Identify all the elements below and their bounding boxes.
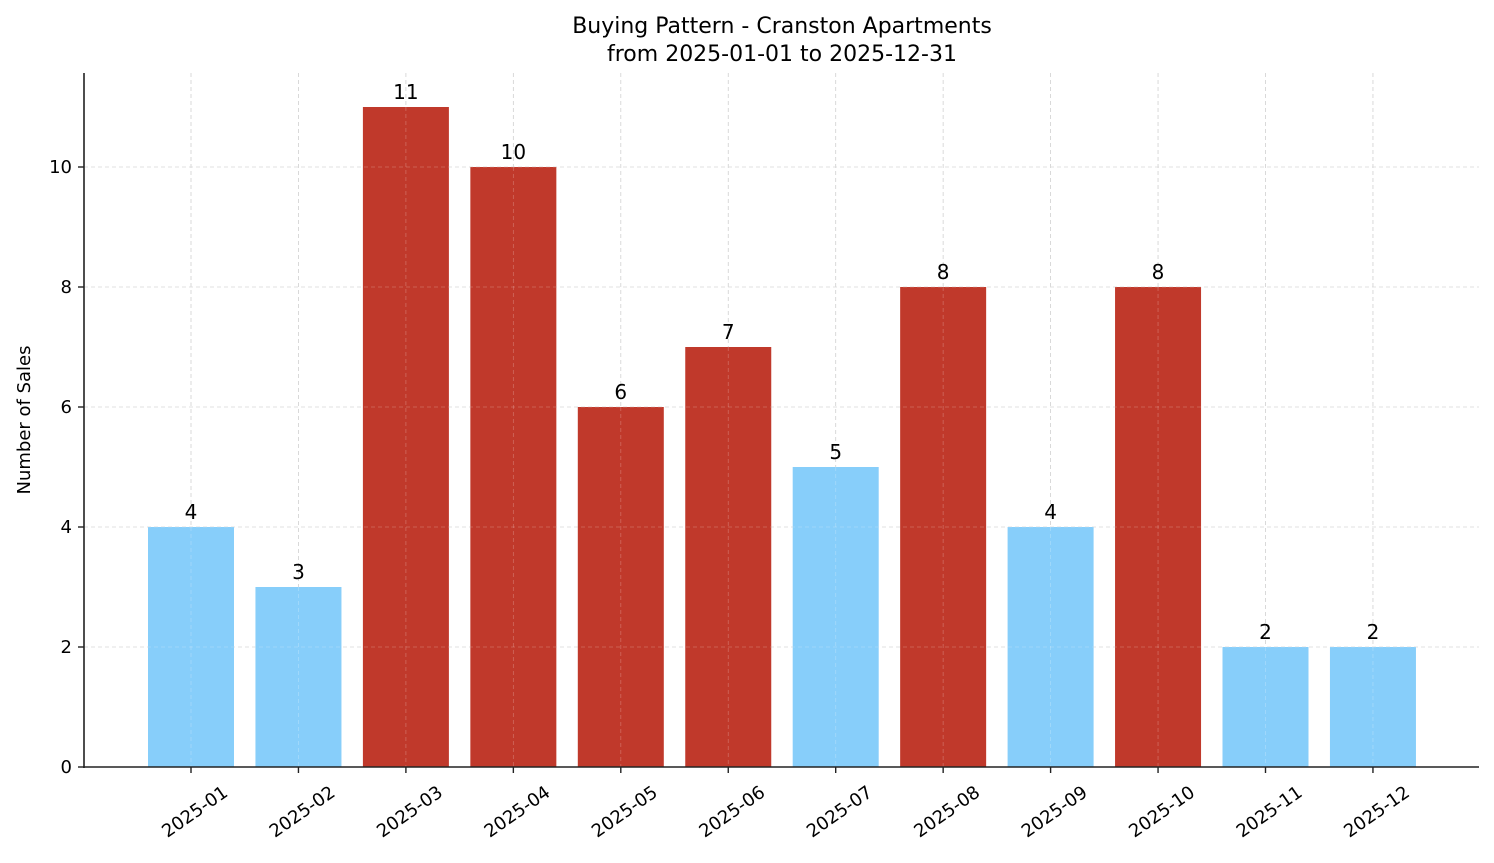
y-tick-label: 10 xyxy=(49,157,72,178)
bar-2025-09 xyxy=(1007,527,1094,767)
y-tick-label: 2 xyxy=(61,637,72,658)
bar-value-label: 2 xyxy=(1367,620,1380,644)
bar-2025-10 xyxy=(1115,287,1202,767)
bar-2025-05 xyxy=(577,407,664,767)
bar-value-label: 10 xyxy=(501,140,526,164)
x-tick-label: 2025-11 xyxy=(1233,782,1307,842)
chart-title: Buying Pattern - Cranston Apartments xyxy=(572,14,992,39)
bar-2025-03 xyxy=(362,107,449,767)
bar-2025-07 xyxy=(792,467,879,767)
bar-2025-02 xyxy=(255,587,342,767)
y-axis-label: Number of Sales xyxy=(14,345,35,494)
x-tick-label: 2025-05 xyxy=(588,782,662,842)
y-tick-label: 6 xyxy=(61,397,72,418)
bar-value-label: 11 xyxy=(393,80,418,104)
bar-value-label: 4 xyxy=(185,500,198,524)
bar-value-label: 7 xyxy=(722,320,735,344)
x-tick-label: 2025-03 xyxy=(373,782,447,842)
y-tick-label: 0 xyxy=(61,757,72,778)
bar-value-label: 5 xyxy=(829,440,842,464)
bar-2025-11 xyxy=(1222,647,1309,767)
x-tick-label: 2025-10 xyxy=(1125,782,1199,842)
bar-2025-12 xyxy=(1329,647,1416,767)
bar-value-label: 6 xyxy=(614,380,627,404)
bar-value-label: 2 xyxy=(1259,620,1272,644)
x-tick-label: 2025-06 xyxy=(695,782,769,842)
x-tick-label: 2025-08 xyxy=(910,782,984,842)
bar-value-label: 8 xyxy=(937,260,950,284)
x-tick-label: 2025-07 xyxy=(803,782,877,842)
x-tick-label: 2025-01 xyxy=(158,782,232,842)
y-tick-label: 8 xyxy=(61,277,72,298)
x-tick-label: 2025-02 xyxy=(266,782,340,842)
bar-2025-04 xyxy=(470,167,557,767)
bar-value-label: 3 xyxy=(292,560,305,584)
bar-2025-01 xyxy=(148,527,234,767)
x-tick-label: 2025-09 xyxy=(1018,782,1092,842)
y-tick-label: 4 xyxy=(61,517,72,538)
x-tick-label: 2025-12 xyxy=(1340,782,1414,842)
bar-value-label: 8 xyxy=(1152,260,1165,284)
bars: 4 3 11 10 6 7 5 8 4 8 2 2 xyxy=(84,80,1479,767)
bar-2025-06 xyxy=(685,347,772,767)
bar-2025-08 xyxy=(900,287,987,767)
chart-subtitle: from 2025-01-01 to 2025-12-31 xyxy=(607,42,957,67)
x-tick-label: 2025-04 xyxy=(481,782,555,842)
bar-value-label: 4 xyxy=(1044,500,1057,524)
